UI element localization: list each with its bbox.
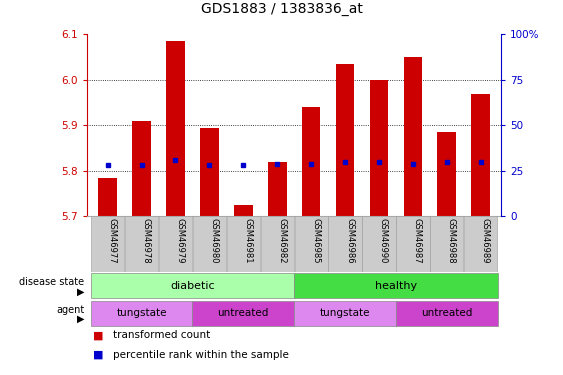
Bar	[396, 216, 430, 272]
Bar	[471, 94, 490, 216]
Bar	[437, 132, 456, 216]
Bar	[430, 216, 463, 272]
Bar	[294, 301, 396, 326]
Bar	[132, 121, 151, 216]
Text: ■: ■	[93, 330, 104, 340]
Bar	[91, 216, 124, 272]
Bar	[227, 216, 260, 272]
Bar	[99, 178, 117, 216]
Bar	[261, 216, 294, 272]
Text: percentile rank within the sample: percentile rank within the sample	[113, 350, 288, 360]
Text: transformed count: transformed count	[113, 330, 210, 340]
Text: ▶: ▶	[77, 286, 84, 296]
Bar	[396, 301, 498, 326]
Text: ■: ■	[93, 350, 104, 360]
Bar	[302, 107, 320, 216]
Bar	[370, 80, 388, 216]
Text: GSM46986: GSM46986	[345, 218, 354, 264]
Text: untreated: untreated	[218, 308, 269, 318]
Text: GSM46980: GSM46980	[209, 218, 218, 264]
Bar	[159, 216, 192, 272]
Bar	[91, 273, 294, 298]
Bar	[363, 216, 396, 272]
Bar	[294, 216, 328, 272]
Bar	[125, 216, 158, 272]
Text: GSM46982: GSM46982	[277, 218, 286, 264]
Text: GSM46978: GSM46978	[141, 218, 150, 264]
Text: healthy: healthy	[375, 281, 417, 291]
Text: GSM46979: GSM46979	[176, 218, 185, 264]
Text: GSM46987: GSM46987	[413, 218, 422, 264]
Text: GDS1883 / 1383836_at: GDS1883 / 1383836_at	[200, 2, 363, 16]
Text: GSM46977: GSM46977	[108, 218, 117, 264]
Bar	[464, 216, 497, 272]
Text: GSM46981: GSM46981	[243, 218, 252, 264]
Bar	[328, 216, 361, 272]
Bar	[268, 162, 287, 216]
Bar	[234, 205, 253, 216]
Text: GSM46990: GSM46990	[379, 218, 388, 264]
Text: tungstate: tungstate	[320, 308, 370, 318]
Text: GSM46985: GSM46985	[311, 218, 320, 264]
Text: ▶: ▶	[77, 314, 84, 324]
Text: untreated: untreated	[421, 308, 472, 318]
Text: GSM46989: GSM46989	[481, 218, 490, 264]
Bar	[404, 57, 422, 216]
Bar	[193, 301, 294, 326]
Bar	[193, 216, 226, 272]
Text: diabetic: diabetic	[170, 281, 215, 291]
Text: agent: agent	[56, 305, 84, 315]
Bar	[91, 301, 193, 326]
Bar	[200, 128, 218, 216]
Text: GSM46988: GSM46988	[447, 218, 456, 264]
Bar	[166, 41, 185, 216]
Bar	[294, 273, 498, 298]
Text: tungstate: tungstate	[117, 308, 167, 318]
Bar	[336, 64, 354, 216]
Text: disease state: disease state	[19, 278, 84, 288]
